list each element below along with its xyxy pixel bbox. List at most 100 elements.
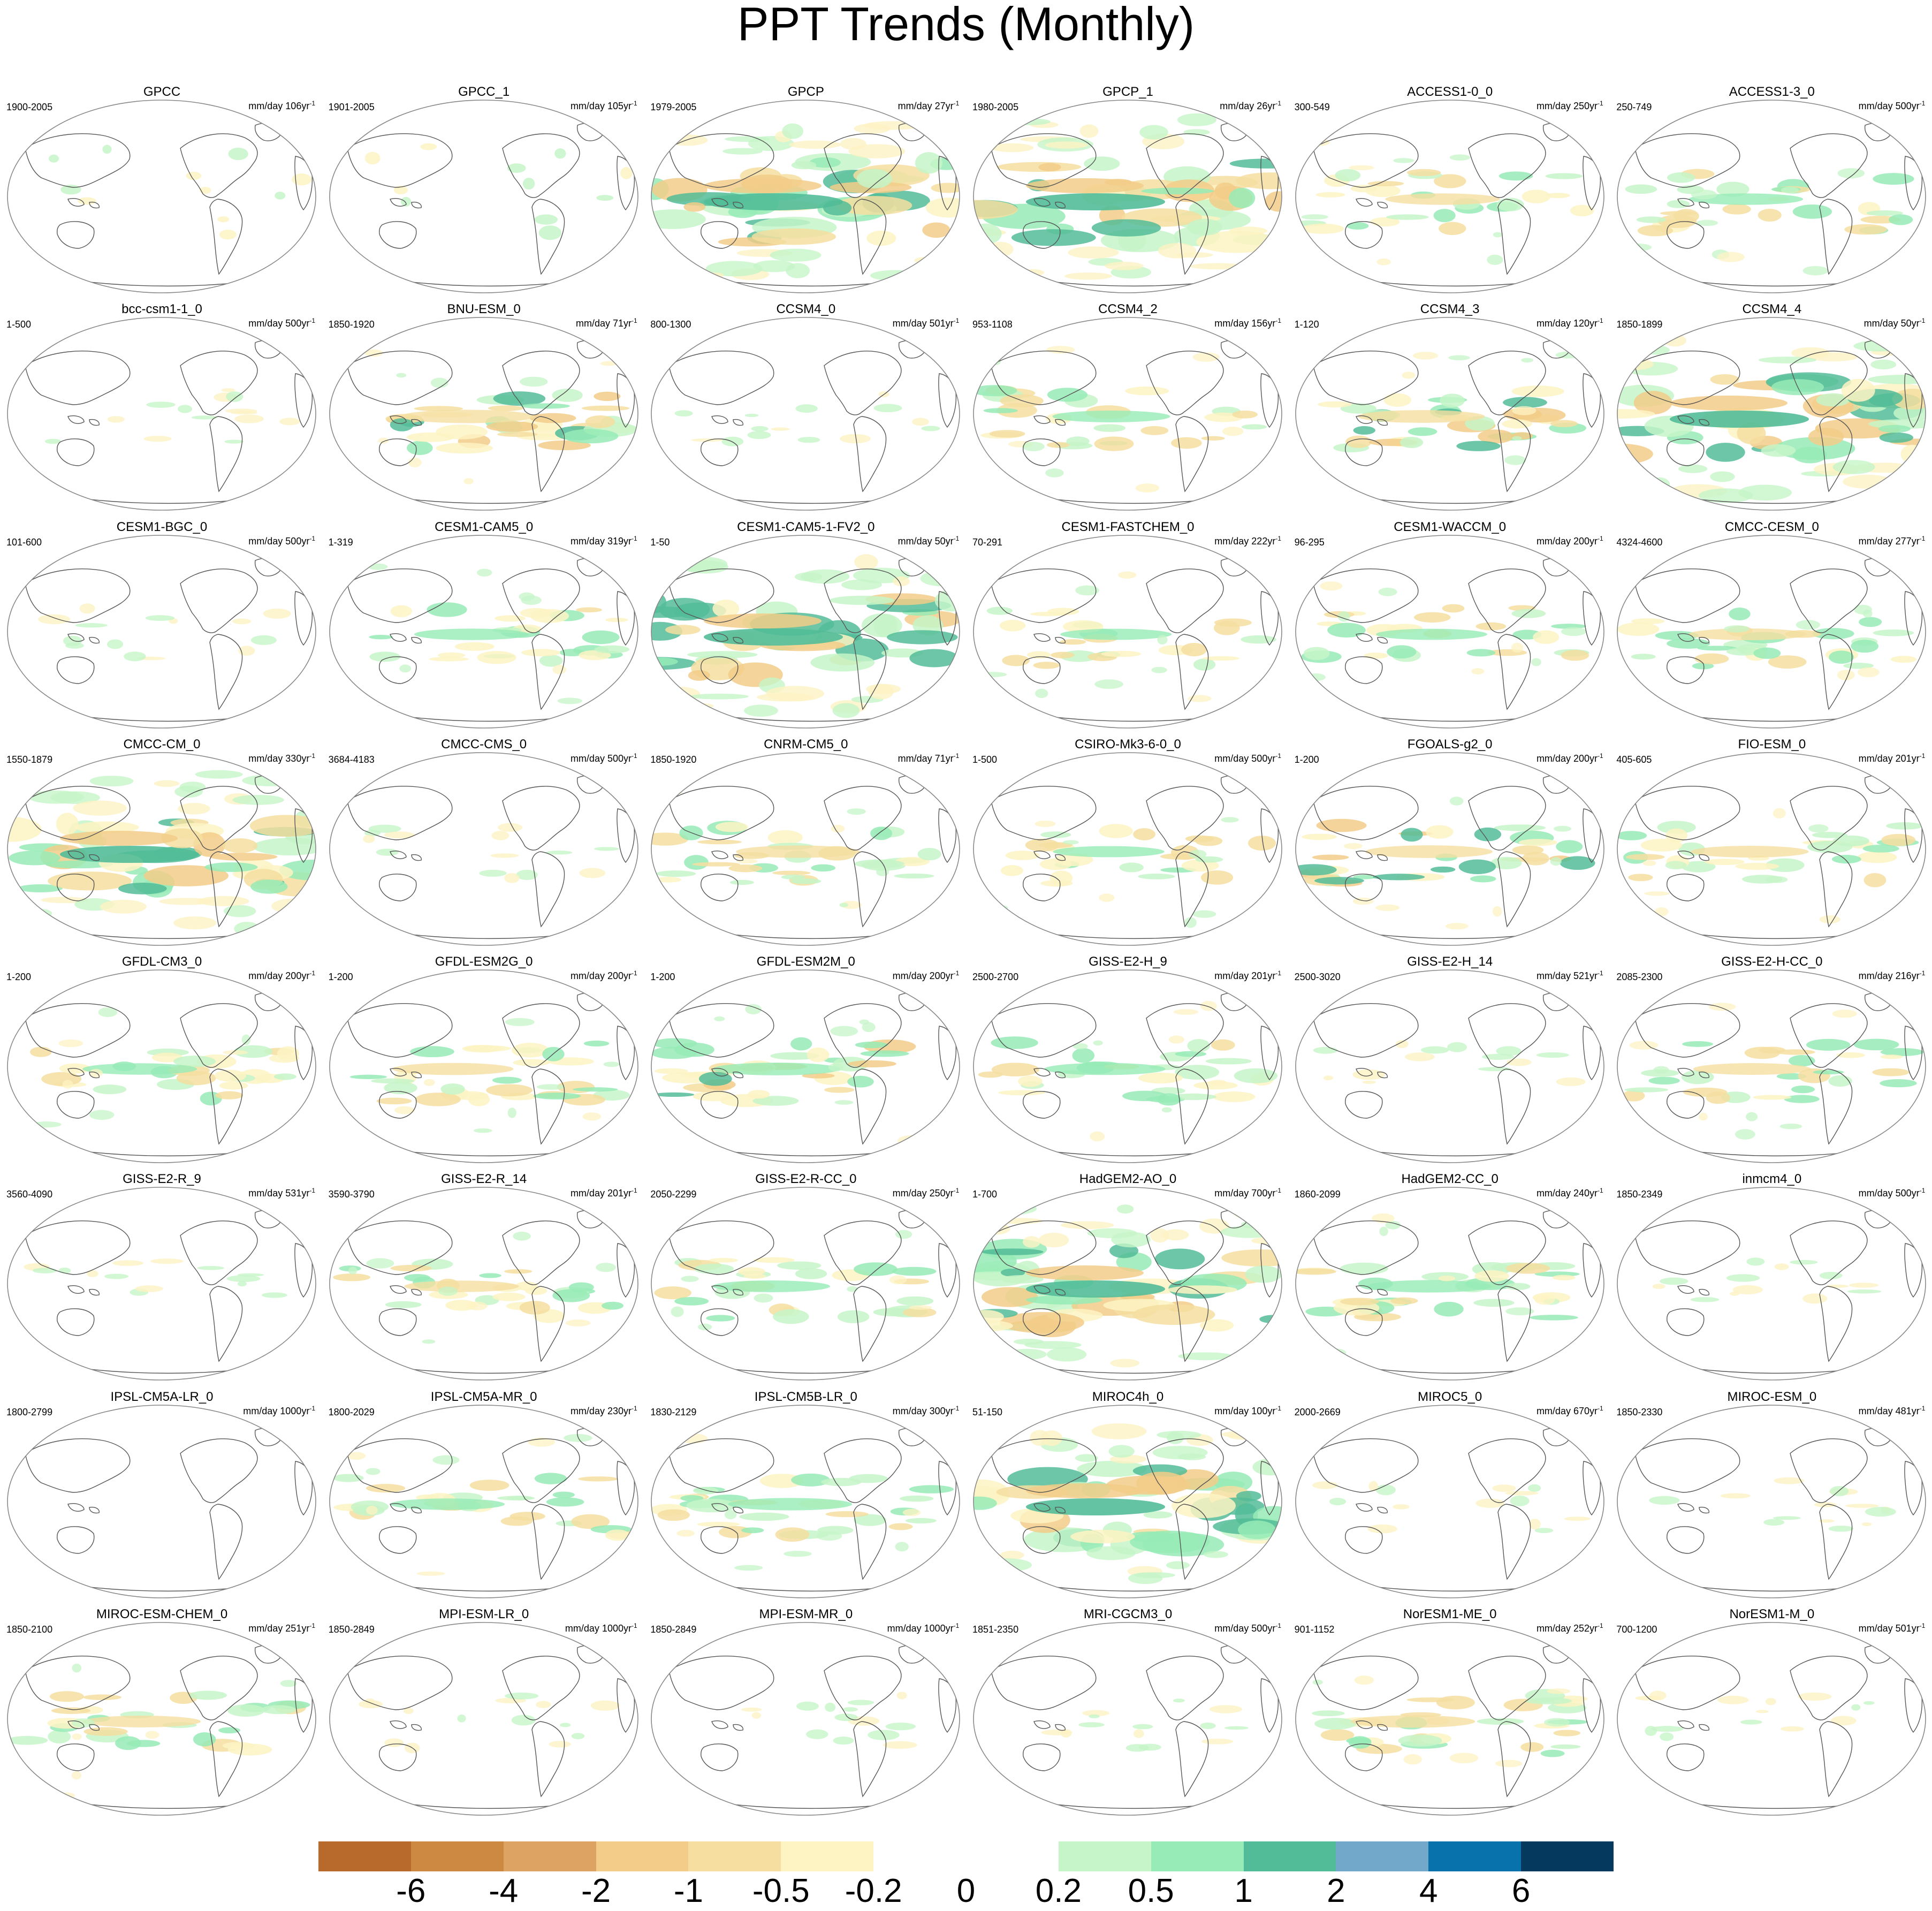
panel-units: mm/day 500yr-1 — [1858, 100, 1926, 111]
trend-blob — [1161, 1107, 1172, 1113]
trend-blob — [847, 1286, 858, 1292]
trend-blob — [1091, 219, 1161, 237]
trend-blob — [332, 1474, 364, 1482]
map-panel: MIROC-ESM_0 1850-2330 mm/day 481yr-1 — [1611, 1385, 1932, 1603]
trend-blob — [1116, 1204, 1134, 1214]
trend-blob — [655, 1068, 688, 1074]
trend-blob — [1655, 631, 1699, 640]
coastline — [1790, 351, 1868, 415]
trend-blob — [249, 815, 316, 837]
coastline — [25, 785, 131, 840]
trend-blob — [178, 405, 193, 413]
map-panel: GISS-E2-R-CC_0 2050-2299 mm/day 250yr-1 — [645, 1167, 967, 1385]
trend-blob — [1657, 821, 1697, 834]
trend-blob — [1040, 879, 1073, 887]
trend-blob — [1505, 1283, 1531, 1291]
coastline — [389, 198, 422, 209]
trend-blob — [1502, 419, 1532, 429]
panel-units: mm/day 100yr-1 — [1214, 1404, 1281, 1416]
map-panel: CESM1-FASTCHEM_0 70-291 mm/day 222yr-1 — [967, 515, 1289, 733]
panel-units: mm/day 50yr-1 — [1863, 317, 1926, 329]
trend-blob — [1157, 1093, 1181, 1106]
globe-map — [7, 317, 316, 511]
coastline — [1677, 415, 1710, 426]
coastline — [1865, 123, 1893, 141]
map-panel: inmcm4_0 1850-2349 mm/day 500yr-1 — [1611, 1167, 1932, 1385]
panel-title: NorESM1-M_0 — [1729, 1606, 1815, 1621]
map-panel: CMCC-CESM_0 4324-4600 mm/day 277yr-1 — [1611, 515, 1932, 733]
globe-outline — [329, 1621, 638, 1816]
globe-outline — [329, 317, 638, 511]
trend-blob — [1819, 915, 1841, 923]
trend-blob — [1502, 397, 1547, 408]
trend-blob — [1879, 433, 1914, 443]
trend-blob — [824, 1087, 855, 1093]
coastline — [1819, 633, 1853, 710]
coastline — [824, 1656, 902, 1720]
trend-blob — [1168, 1035, 1184, 1044]
trend-blob — [870, 826, 893, 840]
trend-blob — [573, 1087, 618, 1092]
trend-blob — [1327, 622, 1366, 638]
trend-blob — [1617, 622, 1660, 636]
coastline — [1344, 1743, 1383, 1771]
trend-blob — [1518, 838, 1557, 846]
trend-blob — [191, 415, 218, 420]
panel-years: 1850-1920 — [650, 754, 697, 765]
trend-blob — [1802, 266, 1829, 276]
trend-blob — [1863, 873, 1887, 888]
trend-blob — [521, 595, 542, 605]
coastline — [668, 1655, 774, 1710]
trend-blob — [1511, 406, 1537, 415]
trend-blob — [784, 1550, 812, 1557]
trend-blob — [1301, 223, 1344, 234]
trend-blob — [754, 1257, 795, 1263]
coastline — [1023, 1308, 1061, 1336]
trend-blob — [280, 1679, 297, 1687]
coastline — [1146, 786, 1224, 851]
trend-blob — [273, 1073, 296, 1080]
trend-blob — [810, 653, 875, 671]
panel-title: CMCC-CM_0 — [123, 737, 201, 752]
trend-blob — [161, 828, 203, 848]
trend-blob — [1241, 424, 1267, 430]
trend-blob — [1018, 1075, 1043, 1087]
trend-blob — [415, 1093, 461, 1106]
trend-blob — [538, 225, 561, 240]
coastline — [57, 1308, 95, 1336]
trend-blob — [1340, 1263, 1388, 1275]
trend-blob — [772, 870, 811, 875]
trend-blob — [278, 1791, 292, 1795]
trend-blob — [1653, 1066, 1669, 1074]
trend-blob — [469, 1479, 509, 1491]
map-panel: MIROC-ESM-CHEM_0 1850-2100 mm/day 251yr-1 — [1, 1603, 323, 1820]
panel-units: mm/day 330yr-1 — [248, 752, 315, 764]
map-panel: CCSM4_3 1-120 mm/day 120yr-1 — [1289, 298, 1611, 515]
colorbar-swatch — [1151, 1841, 1244, 1871]
trend-blob — [1143, 1511, 1173, 1519]
trend-blob — [1807, 840, 1853, 853]
trend-blob — [1892, 697, 1903, 705]
trend-blob — [931, 183, 960, 193]
trend-blob — [1688, 628, 1807, 640]
coastline — [1344, 1526, 1383, 1554]
globe-outline — [973, 969, 1282, 1163]
colorbar-swatch — [596, 1841, 689, 1871]
panel-years: 3590-3790 — [328, 1189, 375, 1200]
globe-outline — [1617, 100, 1927, 293]
trend-blob — [1881, 1055, 1903, 1059]
trend-blob — [1220, 1226, 1277, 1238]
coastline — [1677, 850, 1710, 861]
trend-blob — [546, 1497, 584, 1507]
coastline — [701, 1308, 739, 1336]
trend-blob — [89, 775, 134, 786]
trend-blob — [1248, 835, 1276, 851]
panel-title: GISS-E2-R_14 — [441, 1172, 527, 1187]
colorbar-tick-label: 0.5 — [1128, 1872, 1174, 1909]
trend-blob — [1189, 850, 1207, 859]
trend-blob — [1087, 1228, 1138, 1239]
coastline — [501, 133, 580, 198]
trend-blob — [146, 401, 176, 408]
trend-blob — [1184, 917, 1197, 928]
globe-outline — [1295, 1621, 1604, 1816]
